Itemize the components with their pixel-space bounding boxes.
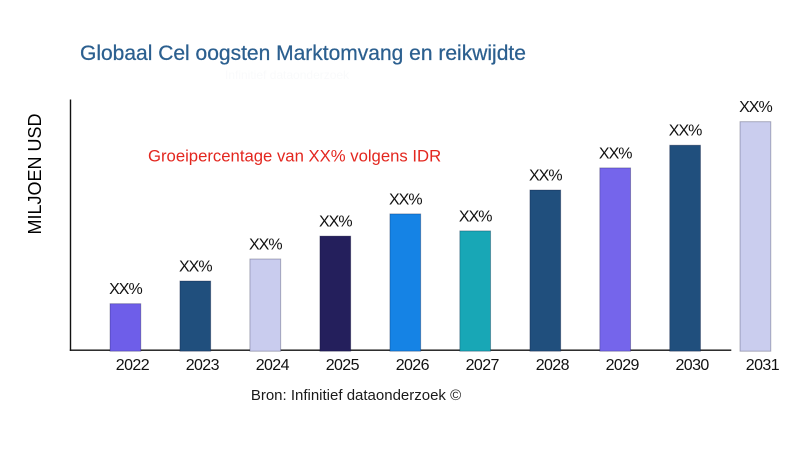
- svg-text:XX%: XX%: [389, 191, 422, 208]
- svg-text:2029: 2029: [606, 357, 640, 374]
- svg-text:XX%: XX%: [599, 145, 632, 162]
- svg-text:2023: 2023: [186, 357, 220, 374]
- svg-text:XX%: XX%: [319, 214, 352, 231]
- svg-text:XX%: XX%: [249, 237, 282, 254]
- svg-text:2024: 2024: [256, 357, 290, 374]
- svg-text:2030: 2030: [675, 357, 709, 374]
- svg-text:2025: 2025: [326, 357, 360, 374]
- svg-text:XX%: XX%: [529, 168, 562, 185]
- svg-text:Globaal Cel oogsten Marktomvan: Globaal Cel oogsten Marktomvang en reikw…: [80, 42, 526, 65]
- svg-text:2022: 2022: [116, 357, 150, 374]
- svg-text:XX%: XX%: [739, 99, 772, 116]
- svg-text:Infinitief dataonderzoek: Infinitief dataonderzoek: [225, 68, 350, 82]
- svg-text:2026: 2026: [396, 357, 430, 374]
- svg-text:XX%: XX%: [109, 281, 142, 298]
- svg-text:Bron: Infinitief dataonderzoek: Bron: Infinitief dataonderzoek ©: [251, 387, 461, 404]
- svg-text:MILJOEN USD: MILJOEN USD: [25, 113, 45, 234]
- svg-text:2031: 2031: [746, 357, 780, 374]
- svg-text:XX%: XX%: [179, 259, 212, 276]
- svg-text:2027: 2027: [466, 357, 500, 374]
- svg-text:XX%: XX%: [669, 123, 702, 140]
- svg-text:2028: 2028: [536, 357, 570, 374]
- svg-text:Groeipercentage van XX% volgen: Groeipercentage van XX% volgens IDR: [148, 147, 441, 166]
- svg-text:XX%: XX%: [459, 208, 492, 225]
